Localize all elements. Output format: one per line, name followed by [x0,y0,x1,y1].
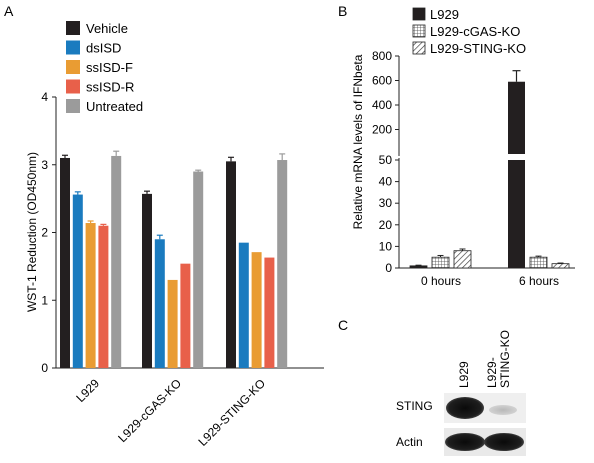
panel-a-x-tick-labels: L929 L929-cGAS-KO L929-STING-KO [73,376,268,449]
panel-b-bar-l929-6-hours-upper [508,81,525,154]
panel-a-x-tick-label-l929-sting-ko: L929-STING-KO [195,376,268,449]
panel-a-y-tick-label: 0 [41,361,48,375]
panel-b-legend-swatch-l929-sting-ko [412,41,426,55]
panel-a-bar-untreated-l929-sting-ko [277,160,288,368]
blot-actin-band-sting-ko [484,433,524,451]
panel-a-bars [60,150,288,368]
panel-b-legend: L929 L929-cGAS-KO L929-STING-KO [412,7,526,56]
panel-b-y-tick-label: 20 [379,218,393,232]
panel-b-y-tick-label: 400 [372,98,392,112]
panel-b-axes: 0 10 20 30 40 50 200 400 600 800 [372,49,575,275]
blot-lane-label-l929: L929 [457,361,471,388]
panel-a-bar-vehicle-l929-cgas-ko [142,193,152,368]
panel-b-y-tick-label: 800 [372,49,392,63]
panel-b-y-tick-label: 0 [385,261,392,275]
panel-a-bar-ssisd-r-l929-cgas-ko [180,263,191,368]
panel-a-legend-label-ssisd-f: ssISD-F [86,60,133,75]
panel-a-legend-swatch-ssisd-f [66,60,80,74]
panel-a-bar-vehicle-l929-sting-ko [226,161,236,368]
panel-a-y-tick-label: 1 [41,293,48,307]
panel-b-bars [409,70,570,269]
panel-a-bar-dsisd-l929-cgas-ko [154,239,165,368]
panel-c-western-blot: L929 L929- STING-KO STING Actin [396,330,526,456]
panel-a-bar-ssisd-r-l929 [98,225,109,368]
panel-b-bar-l929-cgas-ko-6-hours [529,256,548,269]
panel-b-legend-label-l929: L929 [430,7,459,22]
panel-b-legend-label-l929-sting-ko: L929-STING-KO [430,41,526,56]
panel-a-legend-swatch-ssisd-r [66,79,80,94]
panel-a-y-tick-label: 3 [41,158,48,172]
panel-a-x-tick-label-l929-cgas-ko: L929-cGAS-KO [115,376,184,445]
panel-b-legend-label-l929-cgas-ko: L929-cGAS-KO [430,24,520,39]
panel-b-y-tick-label: 50 [379,153,393,167]
panel-a-chart: 0 1 2 3 4 L929 L929-cGAS-KO L929-STING-KO Vehi… [25,21,324,449]
panel-b-legend-swatch-l929 [412,7,426,21]
panel-b-legend-swatch-l929-cgas-ko [412,24,426,38]
panel-a-bar-ssisd-r-l929-sting-ko [264,257,275,368]
panel-a-y-axis-label: WST-1 Reduction (OD450nm) [25,152,39,312]
panel-b-y-tick-label: 600 [372,74,392,88]
panel-b-bar-l929-sting-ko-6-hours [551,263,570,269]
panel-a-legend-label-dsisd: dsISD [86,41,121,56]
panel-a-bar-ssisd-f-l929 [85,223,96,368]
panel-a-legend: Vehicle dsISD ssISD-F ssISD-R Untreated [66,21,143,114]
panel-a-legend-label-vehicle: Vehicle [86,21,128,36]
panel-b-x-tick-label-0-hours: 0 hours [421,274,461,288]
panel-a-y-tick-label: 2 [41,226,48,240]
blot-row-label-actin: Actin [396,435,423,449]
panel-a-bar-dsisd-l929 [72,194,83,368]
panel-letter-a: A [4,3,14,19]
panel-b-bar-l929-sting-ko-0-hours [453,250,472,269]
panel-a-bar-vehicle-l929 [60,157,70,368]
panel-a-bar-ssisd-f-l929-sting-ko [251,252,262,368]
panel-b-chart: 0 10 20 30 40 50 200 400 600 800 0 hours 6 hours L… [351,7,575,288]
panel-b-y-tick-label: 40 [379,175,393,189]
blot-lane-label-sting-ko-line2: STING-KO [498,330,512,388]
panel-letter-c: C [338,317,348,333]
panel-a-legend-label-ssisd-r: ssISD-R [86,80,134,95]
panel-a-y-tick-label: 4 [41,90,48,104]
blot-row-label-sting: STING [396,399,433,413]
blot-sting-band-sting-ko [489,405,517,415]
panel-b-bar-l929-cgas-ko-0-hours [431,256,450,269]
panel-a-legend-swatch-vehicle [66,21,80,35]
panel-a-bar-ssisd-f-l929-cgas-ko [167,279,178,368]
blot-lane-label-sting-ko-line1: L929- [485,357,499,388]
panel-a-bar-dsisd-l929-sting-ko [238,242,249,368]
panel-a-legend-swatch-untreated [66,99,80,113]
blot-sting-band-l929 [446,397,484,419]
panel-b-bar-l929-6-hours-lower [508,160,525,268]
panel-letter-b: B [338,3,347,19]
blot-actin-band-l929 [445,433,485,451]
panel-b-x-tick-label-6-hours: 6 hours [519,274,559,288]
panel-b-y-tick-label: 200 [372,123,392,137]
panel-a-x-tick-label-l929: L929 [73,376,102,405]
panel-b-x-tick-labels: 0 hours 6 hours [421,274,559,288]
panel-b-y-tick-label: 30 [379,196,393,210]
panel-a-bar-untreated-l929-cgas-ko [193,171,204,368]
panel-b-bar-l929-0-hours [409,265,428,269]
panel-a-legend-swatch-dsisd [66,40,80,55]
panel-a-bar-untreated-l929 [111,155,122,368]
panel-b-y-tick-label: 10 [379,239,393,253]
blot-lane-label-sting-ko: L929- STING-KO [485,330,512,388]
panel-b-y-axis-label: Relative mRNA levels of IFNbeta [351,54,365,229]
panel-a-legend-label-untreated: Untreated [86,99,143,114]
